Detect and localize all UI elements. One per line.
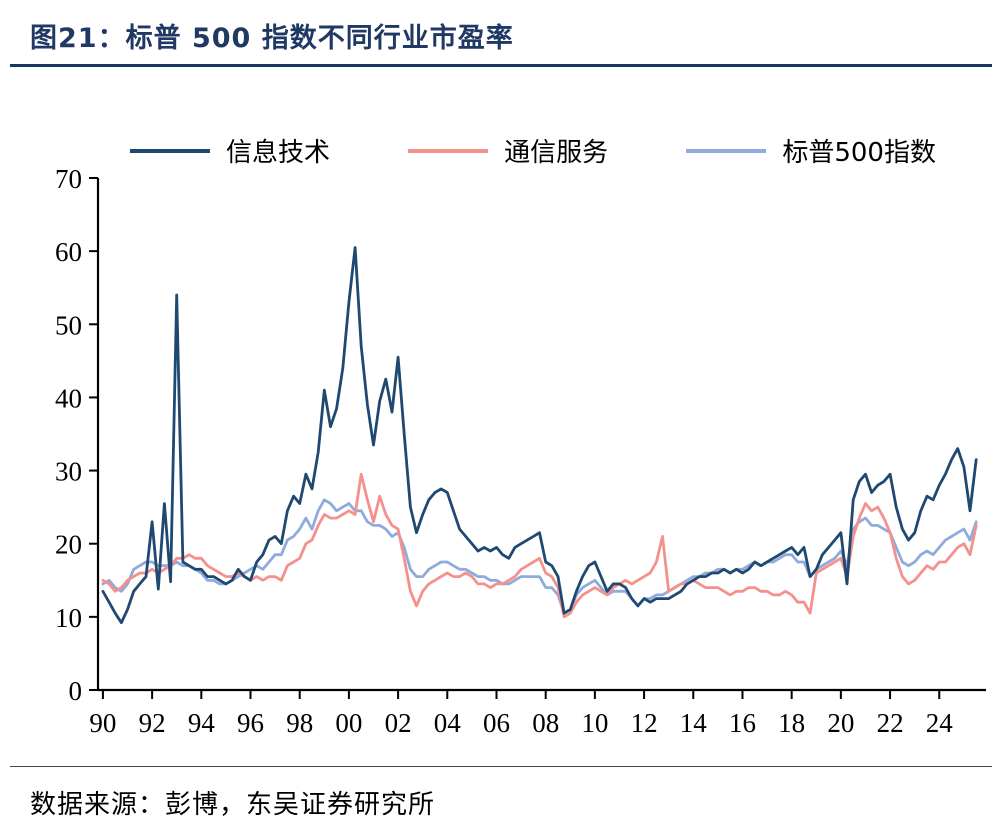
legend-line-sample-sp500 xyxy=(686,148,767,153)
x-tick-label: 16 xyxy=(729,708,756,738)
data-source-note: 数据来源：彭博，东吴证券研究所 xyxy=(30,790,436,820)
x-tick-label: 18 xyxy=(778,708,805,738)
x-tick-label: 98 xyxy=(286,708,313,738)
x-tick-label: 22 xyxy=(877,708,904,738)
legend-item-info-tech: 信息技术 xyxy=(130,132,330,169)
y-tick-label: 60 xyxy=(55,237,82,267)
x-tick-label: 92 xyxy=(139,708,166,738)
page-title: 图21：标普 500 指数不同行业市盈率 xyxy=(30,23,514,54)
legend-line-sample-info-tech xyxy=(130,148,210,153)
footer-divider xyxy=(10,766,992,767)
series-line-sp500 xyxy=(101,498,978,615)
x-tick-label: 14 xyxy=(680,708,708,738)
x-tick-label: 20 xyxy=(827,708,854,738)
x-tick-label: 12 xyxy=(631,708,658,738)
legend: 信息技术 通信服务 标普500指数 xyxy=(130,132,936,169)
legend-line-sample-comm-services xyxy=(408,148,489,153)
series-line-comm-services xyxy=(101,472,978,619)
x-tick-label: 10 xyxy=(581,708,608,738)
legend-label-sp500: 标普500指数 xyxy=(782,138,936,168)
pe-ratio-line-chart: 0 10 20 30 40 50 60 70 90 92 94 96 98 00 02 04 06 08 10 12 1… xyxy=(55,168,986,738)
y-tick-label: 70 xyxy=(55,168,82,194)
x-tick-label: 08 xyxy=(532,708,559,738)
x-tick-label: 00 xyxy=(335,708,362,738)
x-tick-label: 02 xyxy=(385,708,412,738)
x-tick-label: 04 xyxy=(434,708,462,738)
y-tick-label: 50 xyxy=(55,310,82,340)
y-tick-label: 30 xyxy=(55,457,82,487)
legend-label-info-tech: 信息技术 xyxy=(226,138,331,168)
y-tick-label: 0 xyxy=(69,676,83,706)
x-tick-label: 06 xyxy=(483,708,510,738)
legend-label-comm-services: 通信服务 xyxy=(504,138,609,168)
legend-item-comm-services: 通信服务 xyxy=(408,132,608,169)
x-tick-label: 90 xyxy=(89,708,116,738)
series-line-info-tech xyxy=(101,246,978,625)
x-tick-label: 96 xyxy=(237,708,264,738)
x-tick-label: 24 xyxy=(926,708,954,738)
y-tick-label: 40 xyxy=(55,383,82,413)
title-divider xyxy=(10,64,992,67)
legend-item-sp500: 标普500指数 xyxy=(686,132,936,169)
y-tick-label: 20 xyxy=(55,530,82,560)
y-tick-label: 10 xyxy=(55,603,82,633)
x-tick-label: 94 xyxy=(188,708,216,738)
